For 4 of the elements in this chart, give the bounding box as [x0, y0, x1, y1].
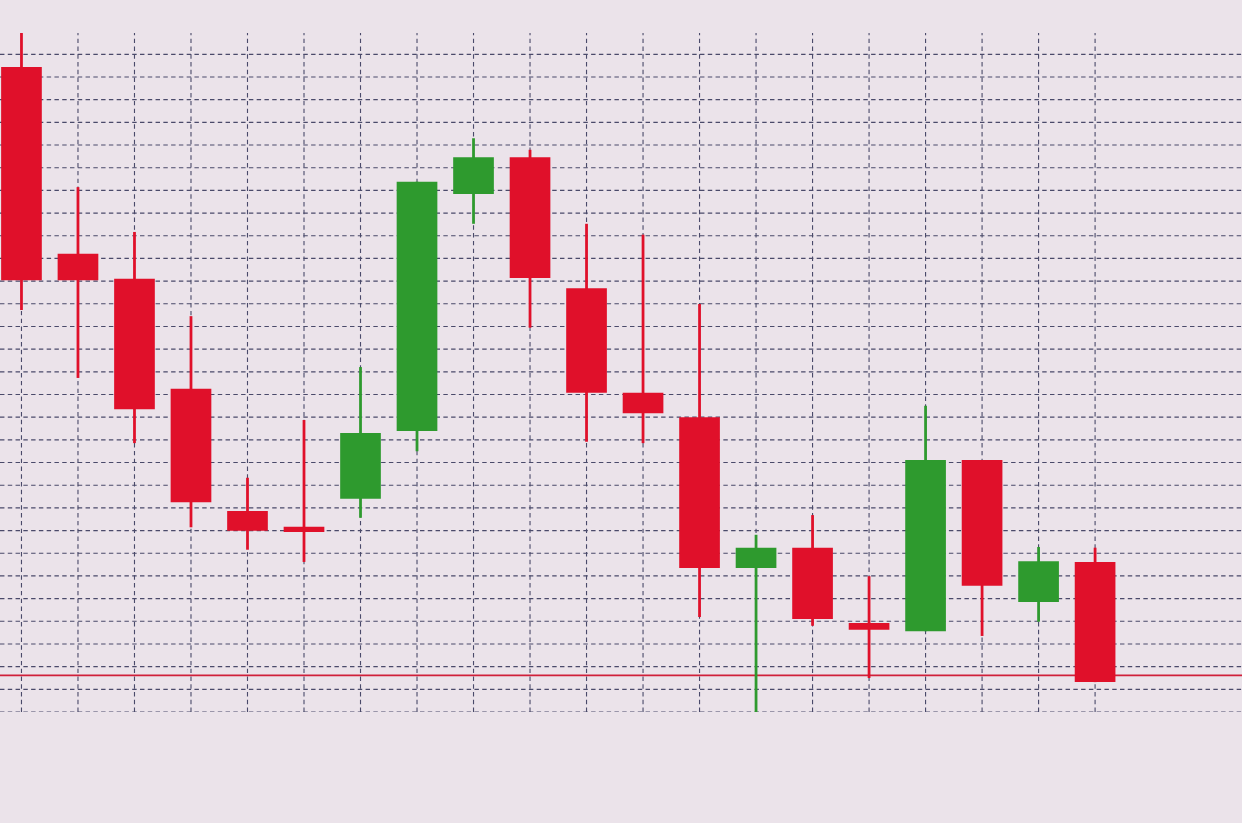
candlestick [622, 233, 664, 445]
candlestick [848, 574, 890, 680]
candlestick [735, 533, 777, 712]
candlestick [283, 418, 325, 564]
